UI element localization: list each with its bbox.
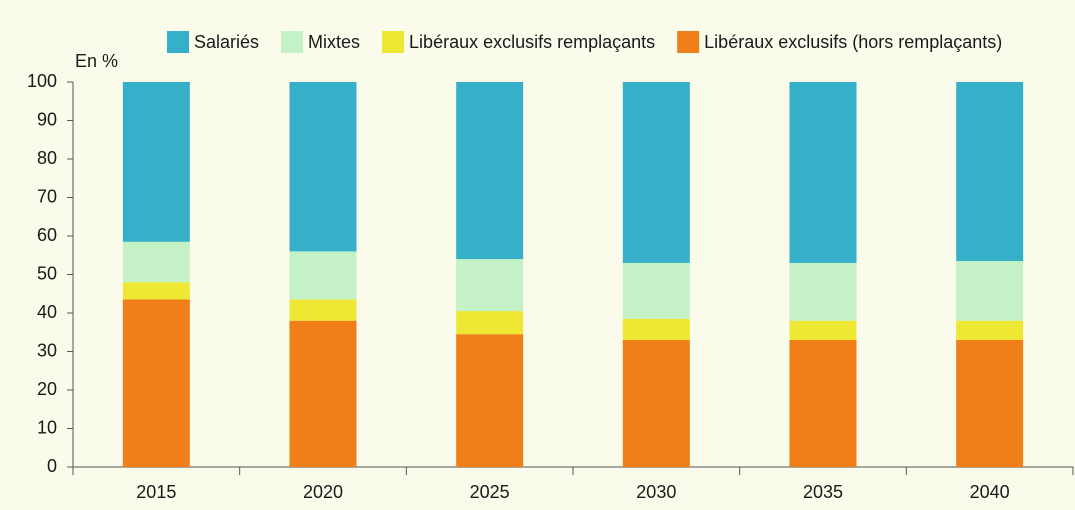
bar-segment [289, 299, 357, 321]
legend-swatch [677, 31, 700, 53]
x-tick-label: 2035 [803, 482, 843, 502]
bar-segment [622, 82, 690, 263]
bar-segment [789, 339, 857, 467]
y-tick-label: 20 [37, 379, 57, 399]
bar-segment [956, 261, 1024, 321]
bar-segment [456, 311, 524, 335]
bar-segment [622, 318, 690, 340]
bar-segment [789, 320, 857, 340]
x-tick-label: 2020 [303, 482, 343, 502]
y-tick-label: 80 [37, 148, 57, 168]
y-tick-label: 90 [37, 109, 57, 129]
bar-segment [456, 259, 524, 312]
y-tick-label: 40 [37, 302, 57, 322]
x-tick-label: 2025 [470, 482, 510, 502]
y-tick-label: 60 [37, 225, 57, 245]
legend-label: Mixtes [308, 32, 360, 52]
bar-segment [956, 82, 1024, 262]
y-tick-label: 70 [37, 186, 57, 206]
y-tick-label: 0 [47, 456, 57, 476]
x-tick-label: 2015 [136, 482, 176, 502]
y-tick-label: 50 [37, 263, 57, 283]
bar-segment [122, 282, 190, 300]
legend-label: Libéraux exclusifs remplaçants [409, 32, 655, 52]
y-tick-label: 30 [37, 340, 57, 360]
y-tick-label: 100 [27, 71, 57, 91]
legend-swatch [167, 31, 189, 53]
bar-segment [122, 299, 190, 467]
x-tick-label: 2030 [636, 482, 676, 502]
y-tick-label: 10 [37, 417, 57, 437]
bar-segment [622, 339, 690, 467]
bar-segment [456, 82, 524, 260]
bar-segment [789, 82, 857, 263]
bar-segment [456, 334, 524, 467]
y-axis-label: En % [75, 51, 118, 71]
bar-segment [122, 82, 190, 242]
bar-segment [289, 251, 357, 300]
legend-swatch [281, 31, 304, 53]
legend-label: Salariés [194, 32, 259, 52]
bar-segment [956, 339, 1024, 467]
x-tick-label: 2040 [970, 482, 1010, 502]
bar-segment [122, 241, 190, 283]
bar-segment [289, 82, 357, 252]
legend-label: Libéraux exclusifs (hors remplaçants) [704, 32, 1002, 52]
bar-segment [289, 320, 357, 467]
legend-swatch [382, 31, 405, 53]
bar-segment [956, 320, 1024, 340]
bar-segment [622, 262, 690, 319]
bar-segment [789, 262, 857, 321]
